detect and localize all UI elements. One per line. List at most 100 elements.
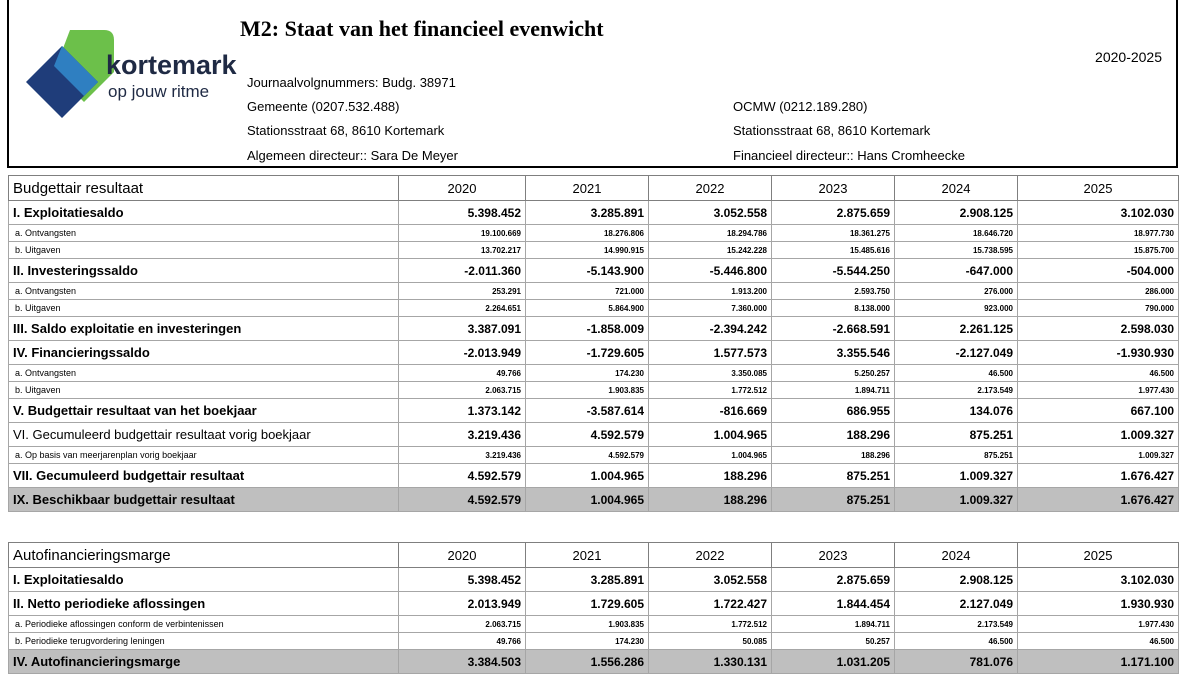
- cell: 5.398.452: [398, 200, 526, 225]
- sub-cell: 18.646.720: [894, 224, 1018, 242]
- sub-cell: 1.977.430: [1017, 615, 1179, 633]
- table-title: Autofinancieringsmarge: [8, 542, 399, 568]
- logo: [26, 30, 114, 118]
- sub-cell: 46.500: [894, 632, 1018, 650]
- sub-row: a. Ontvangsten 253.291 721.000 1.913.200 2.5…: [8, 282, 1179, 300]
- sub-cell: 14.990.915: [525, 241, 649, 259]
- right-info: Stationsstraat 68, 8610 Kortemark: [733, 123, 931, 138]
- sub-cell: 15.738.595: [894, 241, 1018, 259]
- cell: 2.127.049: [894, 591, 1018, 616]
- year: 2024: [894, 542, 1018, 568]
- sub-cell: 46.500: [894, 364, 1018, 382]
- cell: 3.285.891: [525, 567, 649, 592]
- cell: 5.398.452: [398, 567, 526, 592]
- cell: 4.592.579: [398, 487, 526, 512]
- sub-cell: 2.173.549: [894, 615, 1018, 633]
- sub-cell: 1.903.835: [525, 615, 649, 633]
- right-info: OCMW (0212.189.280): [733, 99, 868, 114]
- sub-label: a. Ontvangsten: [8, 224, 399, 242]
- row-label: IV. Financieringssaldo: [8, 340, 399, 365]
- sub-cell: 8.138.000: [771, 299, 895, 317]
- sub-label: a. Ontvangsten: [8, 282, 399, 300]
- title: M2: Staat van het financieel evenwicht: [240, 16, 604, 41]
- cell: -1.858.009: [525, 316, 649, 341]
- sub-cell: 15.875.700: [1017, 241, 1179, 259]
- table-body: Budgettair resultaat 2020 2021 2022 2023 2024…: [8, 175, 1179, 512]
- sub-row: b. Uitgaven 2.063.715 1.903.835 1.772.512 1.…: [8, 381, 1179, 399]
- cell: 1.556.286: [525, 649, 649, 674]
- slogan: op jouw ritme: [108, 82, 210, 101]
- cell: 1.004.965: [648, 422, 772, 447]
- sub-cell: 1.004.965: [648, 446, 772, 464]
- cell: 667.100: [1017, 398, 1179, 423]
- left-info: Stationsstraat 68, 8610 Kortemark: [247, 123, 445, 138]
- cell: -647.000: [894, 258, 1018, 283]
- sub-cell: 286.000: [1017, 282, 1179, 300]
- cell: 188.296: [648, 487, 772, 512]
- row-label: II. Netto periodieke aflossingen: [8, 591, 399, 616]
- cell: 1.373.142: [398, 398, 526, 423]
- year: 2020: [398, 542, 526, 568]
- sub-cell: 1.913.200: [648, 282, 772, 300]
- sub-cell: 1.894.711: [771, 381, 895, 399]
- sub-cell: 46.500: [1017, 632, 1179, 650]
- cell: 686.955: [771, 398, 895, 423]
- row: III. Saldo exploitatie en investeringen 3…: [8, 316, 1179, 341]
- year: 2025: [1017, 542, 1179, 568]
- cell: 1.330.131: [648, 649, 772, 674]
- sub-cell: 18.294.786: [648, 224, 772, 242]
- cell: -2.127.049: [894, 340, 1018, 365]
- sub-cell: 276.000: [894, 282, 1018, 300]
- period: 2020-2025: [1095, 49, 1162, 65]
- row-label: VI. Gecumuleerd budgettair resultaat vor…: [8, 422, 399, 447]
- sub-cell: 174.230: [525, 364, 649, 382]
- cell: 2.908.125: [894, 200, 1018, 225]
- cell: 134.076: [894, 398, 1018, 423]
- row: IV. Autofinancieringsmarge 3.384.503 1.556…: [8, 649, 1179, 674]
- cell: 3.219.436: [398, 422, 526, 447]
- cell: 2.261.125: [894, 316, 1018, 341]
- sub-cell: 18.361.275: [771, 224, 895, 242]
- cell: 1.031.205: [771, 649, 895, 674]
- sub-cell: 3.350.085: [648, 364, 772, 382]
- cell: 1.009.327: [1017, 422, 1179, 447]
- cell: 3.384.503: [398, 649, 526, 674]
- sub-row: b. Uitgaven 2.264.651 5.864.900 7.360.000 8.…: [8, 299, 1179, 317]
- header-row: Budgettair resultaat 2020 2021 2022 2023 2024…: [8, 175, 1179, 201]
- cell: 781.076: [894, 649, 1018, 674]
- sub-cell: 253.291: [398, 282, 526, 300]
- sub-row: a. Ontvangsten 49.766 174.230 3.350.085 5.25…: [8, 364, 1179, 382]
- cell: 1.171.100: [1017, 649, 1179, 674]
- sub-row: a. Ontvangsten 19.100.669 18.276.806 18.294…: [8, 224, 1179, 242]
- sub-cell: 923.000: [894, 299, 1018, 317]
- row: II. Netto periodieke aflossingen 2.013.94…: [8, 591, 1179, 616]
- cell: 1.004.965: [525, 487, 649, 512]
- sub-cell: 5.864.900: [525, 299, 649, 317]
- sub-cell: 875.251: [894, 446, 1018, 464]
- year: 2021: [525, 542, 649, 568]
- sub-row: b. Uitgaven 13.702.217 14.990.915 15.242.22…: [8, 241, 1179, 259]
- cell: 1.676.427: [1017, 487, 1179, 512]
- sub-cell: 174.230: [525, 632, 649, 650]
- cell: 4.592.579: [525, 422, 649, 447]
- sub-label: a. Periodieke aflossingen conform de ver…: [8, 615, 399, 633]
- cell: 1.009.327: [894, 487, 1018, 512]
- cell: 188.296: [648, 463, 772, 488]
- cell: 875.251: [894, 422, 1018, 447]
- cell: -5.544.250: [771, 258, 895, 283]
- cell: 1.577.573: [648, 340, 772, 365]
- sub-label: b. Uitgaven: [8, 381, 399, 399]
- sub-label: b. Uitgaven: [8, 299, 399, 317]
- cell: 1.844.454: [771, 591, 895, 616]
- cell: -2.668.591: [771, 316, 895, 341]
- sub-cell: 15.242.228: [648, 241, 772, 259]
- year: 2025: [1017, 175, 1179, 201]
- cell: 3.355.546: [771, 340, 895, 365]
- cell: -5.446.800: [648, 258, 772, 283]
- sub-cell: 790.000: [1017, 299, 1179, 317]
- sub-cell: 18.276.806: [525, 224, 649, 242]
- sub-cell: 1.894.711: [771, 615, 895, 633]
- cell: 3.102.030: [1017, 200, 1179, 225]
- sub-cell: 50.085: [648, 632, 772, 650]
